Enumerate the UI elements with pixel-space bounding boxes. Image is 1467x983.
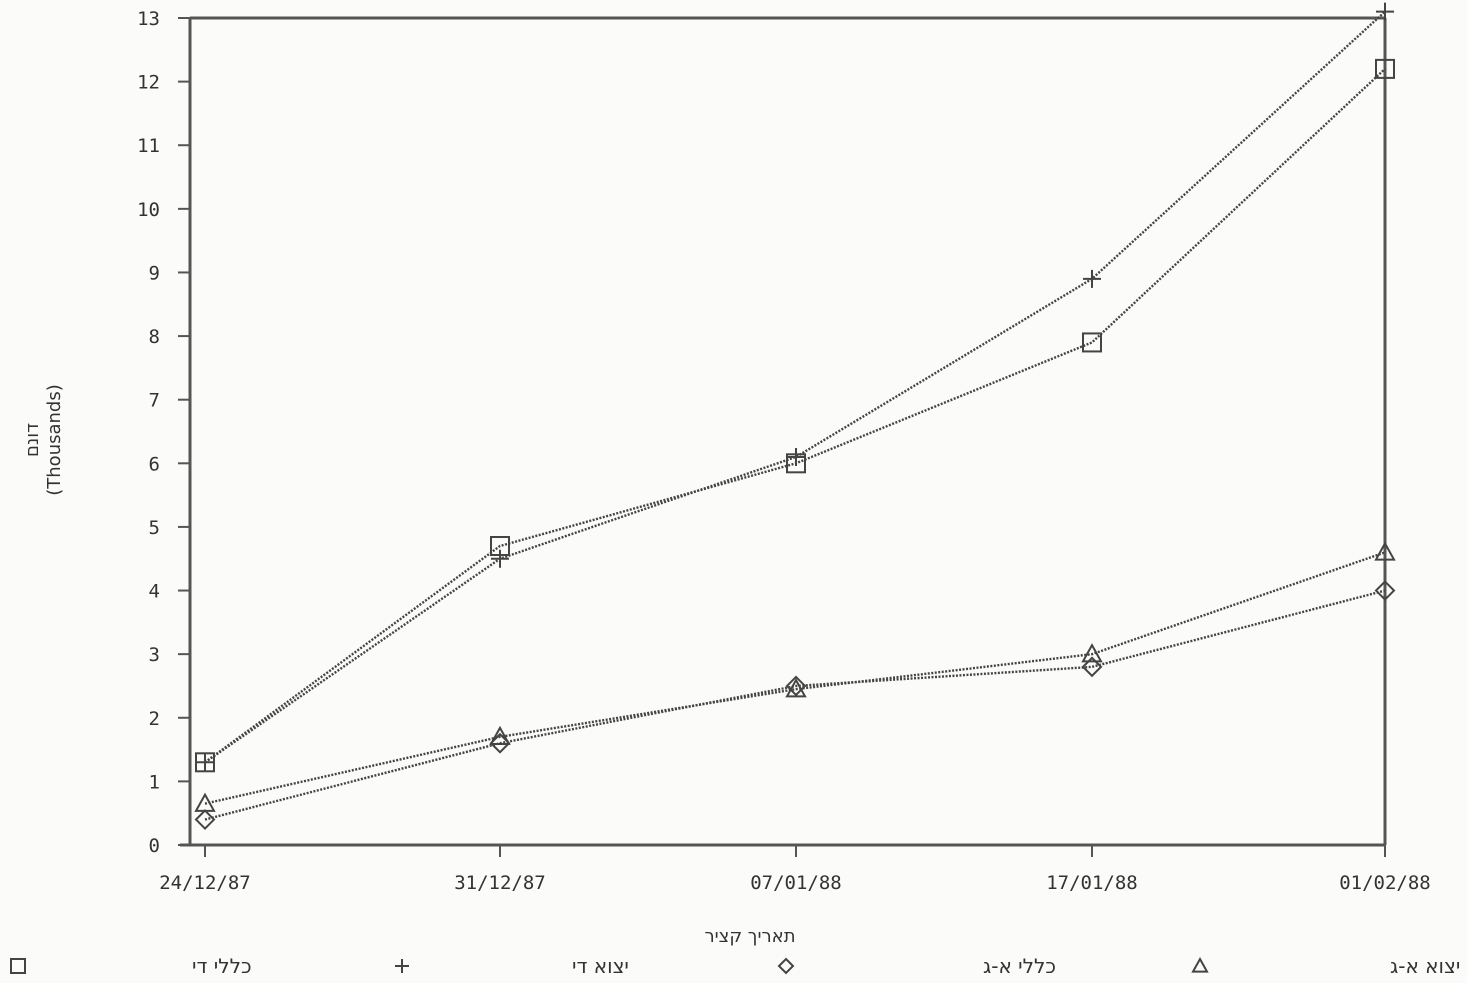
square-marker — [1375, 58, 1395, 79]
y-tick-label: 10 — [137, 199, 160, 221]
legend: כללי די יצוא די כללי א-ג יצוא א-ג — [10, 954, 1460, 978]
y-tick-label: 11 — [137, 135, 160, 157]
legend-label: כללי א-ג — [983, 954, 1056, 978]
y-tick-label: 5 — [149, 517, 160, 539]
triangle-marker — [1374, 541, 1396, 561]
diamond-marker — [194, 809, 216, 830]
y-tick-label: 0 — [149, 835, 160, 857]
triangle-marker — [1081, 643, 1103, 663]
y-tick-label: 1 — [149, 771, 160, 793]
x-axis-title: תאריך קציר — [704, 926, 795, 947]
plus-marker — [196, 753, 214, 772]
x-tick-label: 24/12/87 — [159, 872, 251, 894]
legend-item: כללי א-ג — [777, 954, 1056, 978]
y-tick-label: 8 — [149, 326, 160, 348]
legend-label: כללי די — [192, 954, 252, 978]
y-tick-label: 6 — [149, 453, 160, 475]
x-axis: 24/12/87 31/12/87 07/01/88 17/01/88 01/02/88 — [159, 845, 1431, 894]
legend-item: יצוא א-ג — [1191, 954, 1460, 978]
legend-label: יצוא א-ג — [1390, 954, 1460, 978]
plus-marker — [395, 959, 409, 973]
diamond-marker — [1374, 580, 1396, 601]
series-1 — [195, 58, 1395, 773]
legend-item: כללי די — [10, 954, 252, 978]
x-tick-label: 31/12/87 — [454, 872, 546, 894]
plot-frame — [180, 16, 1387, 847]
plus-marker — [1083, 269, 1101, 288]
y-tick-label: 3 — [149, 644, 160, 666]
series-line — [204, 551, 1386, 805]
series-line — [204, 589, 1386, 821]
triangle-marker — [194, 792, 216, 812]
plus-marker — [491, 549, 509, 568]
square-marker — [1082, 332, 1102, 353]
x-tick-label: 17/01/88 — [1046, 872, 1138, 894]
y-axis-title: דונם — [22, 423, 43, 457]
diamond-marker — [777, 957, 795, 975]
diamond-marker — [1081, 656, 1103, 678]
series-2 — [196, 2, 1394, 772]
square-marker — [10, 958, 26, 974]
y-tick-label: 7 — [149, 390, 160, 412]
y-axis-unit: (Thousands) — [44, 384, 65, 496]
triangle-marker — [785, 678, 807, 698]
series-line — [204, 10, 1386, 764]
series-4 — [194, 541, 1396, 812]
triangle-marker — [1191, 956, 1209, 973]
x-tick-label: 07/01/88 — [750, 872, 842, 894]
x-tick-label: 01/02/88 — [1339, 872, 1431, 894]
y-tick-label: 2 — [149, 708, 160, 730]
y-tick-label: 13 — [137, 8, 160, 30]
series-3 — [194, 580, 1396, 830]
diamond-marker — [785, 675, 807, 697]
plus-marker — [787, 447, 805, 466]
y-tick-label: 9 — [149, 262, 160, 284]
y-tick-label: 4 — [149, 581, 160, 603]
triangle-marker — [489, 725, 511, 746]
legend-item: יצוא די — [395, 954, 629, 978]
y-tick-label: 12 — [137, 72, 160, 94]
legend-label: יצוא די — [572, 954, 629, 978]
plus-marker — [1376, 2, 1394, 21]
series-layer — [194, 2, 1396, 830]
